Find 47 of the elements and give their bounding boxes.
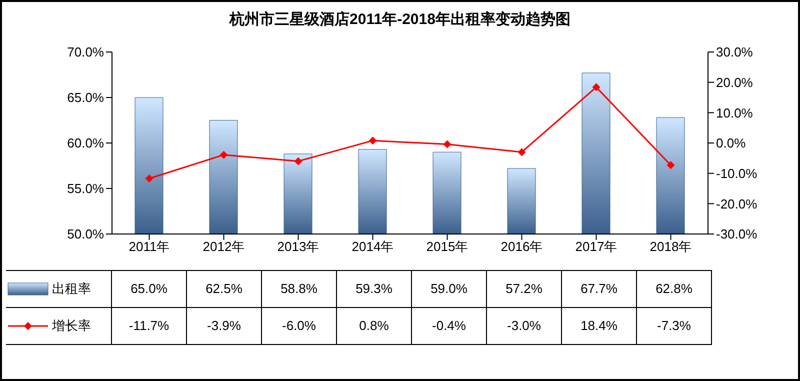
data-label: -11.7% — [112, 308, 187, 344]
x-tick-label: 2011年 — [128, 239, 170, 254]
data-label: -0.4% — [412, 308, 487, 344]
legend-label: 增长率 — [52, 317, 91, 335]
y2-tick-label: 20.0% — [716, 74, 754, 90]
data-label: -7.3% — [637, 308, 712, 344]
x-tick-label: 2013年 — [277, 239, 320, 254]
x-tick-label: 2017年 — [575, 239, 618, 254]
data-label: 57.2% — [487, 271, 562, 307]
point — [666, 161, 675, 170]
y2-tick-label: 30.0% — [716, 44, 754, 60]
y2-tick-label: -30.0% — [716, 226, 758, 242]
y2-tick-label: -10.0% — [716, 166, 758, 181]
point — [220, 150, 228, 159]
data-label: 18.4% — [562, 308, 637, 344]
y-tick-label: 50.0% — [67, 226, 104, 242]
chart-title: 杭州市三星级酒店2011年-2018年出租率变动趋势图 — [228, 10, 572, 29]
legend-label: 出租率 — [52, 280, 91, 298]
point — [145, 174, 154, 182]
data-label: -6.0% — [262, 308, 337, 344]
data-label: 65.0% — [112, 271, 187, 307]
x-tick-label: 2012年 — [202, 239, 245, 254]
y-tick-label: 65.0% — [67, 90, 104, 106]
data-label: -3.9% — [187, 308, 262, 344]
y-tick-label: 70.0% — [67, 44, 104, 60]
point — [592, 83, 600, 92]
y-tick-label: 60.0% — [67, 136, 104, 151]
x-tick-label: 2016年 — [500, 239, 543, 254]
x-tick-label: 2014年 — [352, 239, 394, 254]
point — [443, 140, 452, 148]
data-label: 62.5% — [187, 271, 262, 307]
y2-tick-label: 10.0% — [716, 105, 754, 120]
point — [294, 157, 302, 166]
y-tick-label: 55.0% — [67, 181, 104, 196]
x-tick-label: 2015年 — [426, 239, 468, 254]
y2-tick-label: -20.0% — [716, 196, 758, 212]
data-label: 59.0% — [412, 271, 487, 307]
point — [368, 136, 377, 145]
x-tick-label: 2018年 — [650, 239, 692, 254]
data-label: 67.7% — [562, 271, 637, 307]
data-label: 58.8% — [262, 271, 337, 307]
data-label: 59.3% — [337, 271, 412, 307]
data-label: 0.8% — [337, 308, 412, 344]
point — [518, 148, 526, 156]
y2-tick-label: 0.0% — [716, 136, 746, 151]
data-label: 62.8% — [637, 271, 712, 307]
data-label: -3.0% — [487, 308, 562, 344]
